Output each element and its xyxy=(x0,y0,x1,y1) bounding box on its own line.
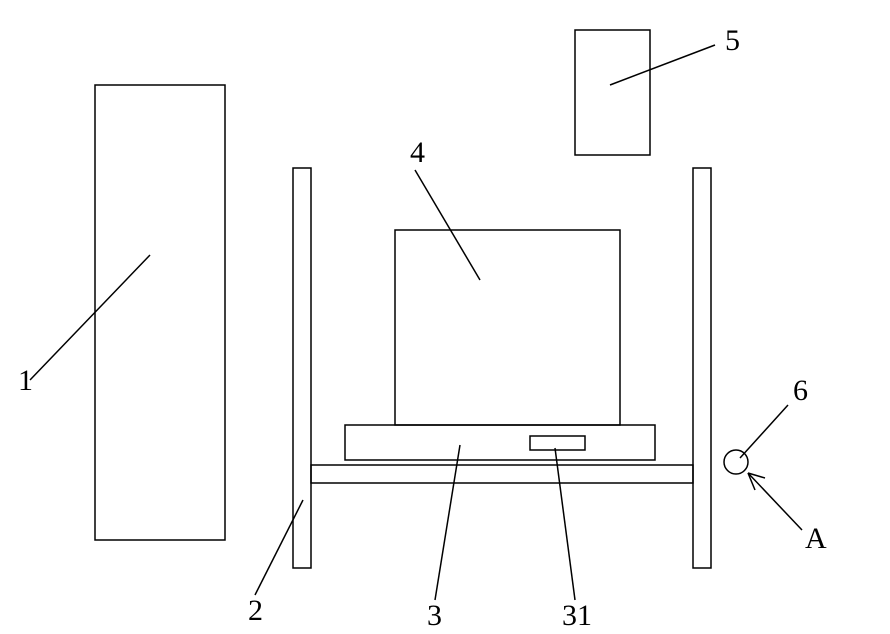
diagram-canvas: 1 2 3 4 5 6 31 A xyxy=(0,0,890,634)
leader-a xyxy=(748,473,802,530)
tray xyxy=(345,425,655,460)
box-top-small xyxy=(575,30,650,155)
leader-6 xyxy=(740,405,788,458)
leader-2 xyxy=(255,500,303,595)
label-2: 2 xyxy=(248,594,263,627)
label-3: 3 xyxy=(427,599,442,632)
leader-1 xyxy=(30,255,150,380)
label-1: 1 xyxy=(18,364,33,397)
leader-31 xyxy=(555,448,575,600)
rect-left-tall xyxy=(95,85,225,540)
box-center xyxy=(395,230,620,425)
tray-slot xyxy=(530,436,585,450)
label-a: A xyxy=(805,522,827,555)
leader-5 xyxy=(610,45,715,85)
leader-3 xyxy=(435,445,460,600)
post-left xyxy=(293,168,311,568)
label-5: 5 xyxy=(725,24,740,57)
label-4: 4 xyxy=(410,136,425,169)
post-right xyxy=(693,168,711,568)
leader-4 xyxy=(415,170,480,280)
arrow-a-wing2 xyxy=(748,473,755,490)
horizontal-beam xyxy=(311,465,693,483)
label-31: 31 xyxy=(562,599,592,632)
label-6: 6 xyxy=(793,374,808,407)
